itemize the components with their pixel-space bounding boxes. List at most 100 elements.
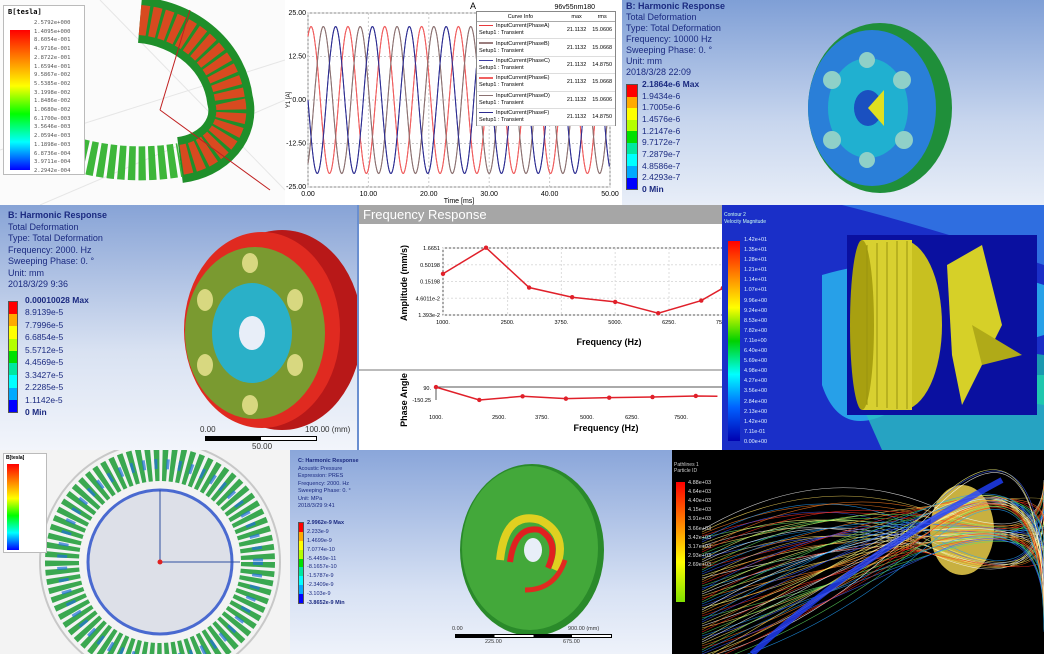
contour-title: Contour 2 — [724, 212, 746, 218]
series-rms: 14.8750 — [592, 61, 613, 68]
pathline — [749, 477, 1004, 654]
legend-value: 0.00010028 Max — [25, 295, 89, 305]
series-name: InputCurrent(PhaseA) — [496, 23, 550, 30]
series-max: 21.1132 — [566, 96, 587, 103]
legend-value: 8.53e+00 — [744, 317, 768, 324]
result-title: B: Harmonic Response — [8, 210, 108, 220]
y-tick-label: -150.25 — [412, 398, 431, 404]
x-tick-label: 50.00 — [601, 191, 619, 198]
phase-point — [563, 396, 569, 401]
legend-value: 0 Min — [642, 183, 664, 194]
legend-value: 1.28e+01 — [744, 257, 768, 264]
pathline — [701, 537, 1044, 583]
legend-value: 0 Min — [25, 406, 47, 417]
legend-value: 1.1142e-5 — [25, 394, 63, 405]
pathline — [701, 496, 1044, 585]
legend-value: -3.103e-9 — [307, 591, 331, 597]
legend-labels: 0.00010028 Max 8.9139e-5 7.7996e-5 6.6854e-… — [25, 295, 89, 417]
legend-value: 1.4095e+000 — [34, 28, 71, 35]
phase-point — [607, 395, 612, 400]
y-tick-label: 1.393e-2 — [418, 313, 440, 319]
acoustic-pressure-panel: C: Harmonic Response Acoustic Pressure Ex… — [290, 450, 672, 654]
amplitude-point — [699, 298, 704, 303]
legend-value: 7.7996e-5 — [25, 319, 64, 330]
pathline — [701, 534, 1044, 581]
pathlines-panel: Pathlines 1 Particle ID 4.88e+03 4.64e+03… — [672, 450, 1044, 654]
pathline — [701, 514, 1044, 571]
frequency-response-title-bar: Frequency Response — [359, 205, 722, 224]
colorbar-band — [627, 131, 637, 143]
legend-value: 4.4569e-5 — [25, 357, 64, 368]
y-axis-label: Amplitude (mm/s) — [399, 245, 409, 321]
y-axis-label: Y1 [A] — [286, 91, 292, 108]
x-tick-label: 3750. — [554, 320, 568, 326]
y-tick-label: -25.00 — [286, 184, 306, 191]
legend-value: 2.0594e-003 — [34, 133, 71, 140]
scale-q1: 225.00 — [485, 639, 502, 645]
legend-value: 1.42e+01 — [744, 237, 768, 243]
cfd-model-view — [722, 205, 1044, 450]
result-info-line: 2018/3/28 22:09 — [626, 67, 692, 77]
legend-value: 2.5792e+000 — [34, 20, 71, 26]
phase-point — [693, 393, 698, 399]
series-rms: 14.8750 — [592, 114, 613, 121]
phase-line — [435, 386, 718, 401]
amplitude-point — [440, 271, 446, 276]
series-setup: Setup1 : Transient — [479, 30, 524, 37]
result-header: B: Harmonic Response Total Deformation Ty… — [626, 1, 725, 78]
amplitude-point — [569, 295, 575, 300]
result-info-line: Frequency: 10000 Hz — [626, 34, 713, 44]
legend-value: 5.5385e-002 — [34, 80, 71, 87]
contour-variable: Velocity Magnitude — [724, 219, 766, 225]
stator-legend: B[tesla] — [3, 453, 47, 553]
series-max: 21.1132 — [566, 61, 587, 68]
result-info-line: Unit: mm — [8, 267, 44, 278]
y-tick-label: 4.6011e-2 — [416, 296, 440, 302]
legend-value: 1.9434e-6 — [642, 90, 681, 101]
scale-right: 900.00 (mm) — [568, 626, 600, 632]
stator-flux-panel: B[tesla] — [0, 450, 290, 654]
colorbar-band — [299, 558, 303, 568]
pathline — [701, 531, 1044, 613]
legend-value: 1.7005e-6 — [642, 102, 681, 113]
series-rms: 15.0668 — [592, 44, 613, 51]
legend-labels: 2.1864e-6 Max 1.9434e-6 1.7005e-6 1.4576e-6… — [642, 79, 699, 194]
series-setup: Setup1 : Transient — [479, 64, 524, 71]
y-tick-label: 1.6651 — [423, 246, 440, 252]
result-info-line: Total Deformation — [8, 221, 79, 232]
result-info-line: Expression: PRES — [298, 473, 344, 479]
legend-value: 4.9716e-001 — [34, 46, 71, 53]
colorbar — [626, 84, 638, 190]
result-info-line: Total Deformation — [626, 12, 697, 22]
colorbar-band — [9, 302, 17, 315]
colorbar-band — [9, 375, 17, 388]
result-info-line: 2018/3/29 9:41 — [298, 503, 335, 509]
legend-value: 1.07e+01 — [744, 287, 768, 294]
colorbar-band — [299, 576, 303, 586]
legend-swatch — [479, 94, 493, 97]
x-tick-label: 40.00 — [541, 191, 559, 198]
result-info-line: Sweeping Phase: 0. ° — [626, 45, 713, 55]
series-max: 21.1132 — [566, 44, 587, 51]
legend-value: 3.42e+03 — [688, 534, 712, 541]
frequency-response-panel: Frequency Response 1.6651 0.50198 0.15198 4… — [357, 205, 722, 450]
amplitude-line — [442, 246, 722, 315]
stator-model-view — [39, 450, 281, 654]
legend-value: 1.2147e-6 — [642, 125, 681, 136]
legend-swatch — [479, 111, 493, 114]
legend-value: 1.6594e-001 — [34, 63, 71, 70]
pathline — [701, 530, 1044, 631]
colorbar-band — [9, 338, 17, 351]
legend-value: 1.42e+00 — [744, 418, 768, 425]
result-header: C: Harmonic Response Acoustic Pressure Ex… — [298, 458, 359, 511]
colorbar-band — [627, 85, 637, 97]
x-tick-label: 2500. — [501, 320, 515, 326]
pathline — [701, 499, 1044, 587]
legend-value: 4.98e+00 — [744, 368, 768, 375]
series-rms: 15.0606 — [592, 96, 613, 103]
legend-value: 3.66e+03 — [688, 525, 712, 532]
series-setup: Setup1 : Transient — [479, 82, 524, 89]
legend-value: -2.3409e-9 — [307, 582, 334, 589]
legend-value: 9.96e+00 — [744, 297, 768, 304]
x-tick-label: 1000. — [429, 415, 443, 421]
